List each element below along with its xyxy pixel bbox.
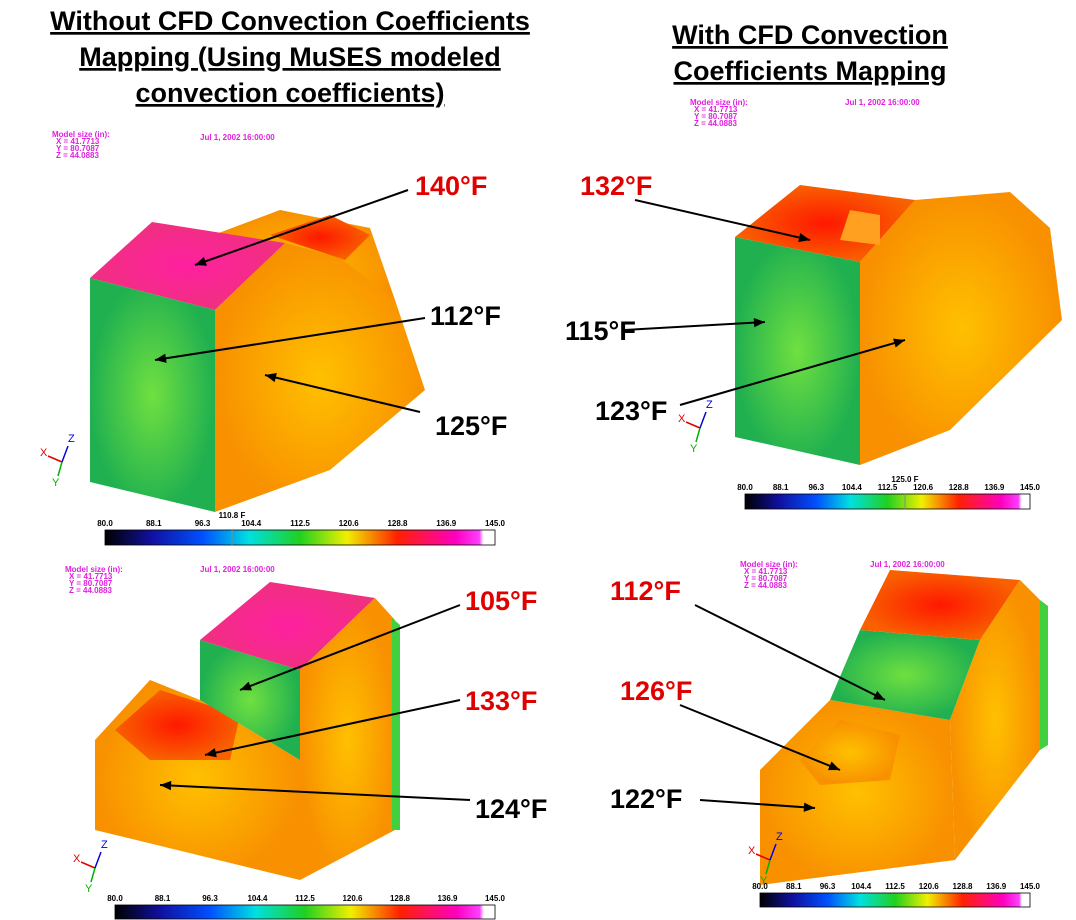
date-stamp: Jul 1, 2002 16:00:00	[200, 133, 275, 142]
date-stamp: Jul 1, 2002 16:00:00	[845, 98, 920, 107]
colorbar-tick: 88.1	[155, 894, 171, 903]
triad-axis	[686, 422, 700, 428]
triad-axis	[81, 862, 95, 868]
colorbar-tick: 136.9	[984, 483, 1005, 492]
colorbar-tick: 128.8	[387, 519, 408, 528]
colorbar-tick: 128.8	[390, 894, 411, 903]
colorbar	[105, 530, 495, 545]
triad-axis	[696, 428, 700, 442]
triad-label: X	[748, 845, 756, 857]
colorbar	[745, 494, 1030, 509]
colorbar-tick: 145.0	[485, 519, 506, 528]
colorbar-tick: 88.1	[146, 519, 162, 528]
thermal-surface	[392, 618, 400, 830]
temperature-label: 123°F	[595, 396, 667, 426]
colorbar-tick: 112.5	[878, 483, 898, 492]
triad-label: Z	[101, 839, 108, 851]
thermal-surface	[1040, 600, 1048, 750]
thermal-surface	[735, 237, 860, 465]
model-size: Z = 44.0883	[69, 586, 112, 595]
date-stamp: Jul 1, 2002 16:00:00	[200, 565, 275, 574]
temperature-label: 105°F	[465, 586, 537, 616]
colorbar-tick: 136.9	[437, 894, 458, 903]
model-size: Z = 44.0883	[56, 151, 99, 160]
triad-axis	[700, 412, 706, 428]
colorbar-tick: 128.8	[949, 483, 970, 492]
colorbar-tick: 88.1	[773, 483, 789, 492]
colorbar-tick: 120.6	[913, 483, 934, 492]
heading-line: convection coefficients)	[135, 78, 444, 108]
colorbar-tick: 120.6	[339, 519, 360, 528]
triad-axis	[95, 852, 101, 868]
colorbar-tick: 145.0	[1020, 483, 1041, 492]
temperature-label: 133°F	[465, 686, 537, 716]
triad-label: X	[40, 447, 48, 459]
date-stamp: Jul 1, 2002 16:00:00	[870, 560, 945, 569]
heading-line: Without CFD Convection Coefficients	[50, 6, 530, 36]
triad-label: Z	[776, 831, 783, 843]
colorbar-tick: 96.3	[195, 519, 211, 528]
colorbar-tick: 80.0	[97, 519, 113, 528]
thermal-surface	[860, 192, 1062, 465]
headings: Without CFD Convection Coefficients Mapp…	[50, 6, 948, 108]
triad-axis	[48, 456, 62, 462]
triad-axis	[58, 462, 62, 476]
heading-line: Coefficients Mapping	[673, 56, 946, 86]
triad-label: Z	[68, 433, 75, 445]
colorbar-tick: 120.6	[342, 894, 363, 903]
colorbar-tick: 145.0	[485, 894, 506, 903]
colorbar-tick: 128.8	[952, 882, 973, 891]
colorbar	[760, 893, 1030, 907]
colorbar-tick: 120.6	[919, 882, 940, 891]
triad-label: Z	[706, 399, 713, 411]
colorbar-tick: 80.0	[737, 483, 753, 492]
temperature-label: 125°F	[435, 411, 507, 441]
temperature-label: 112°F	[430, 301, 501, 331]
thermal-surface	[90, 278, 215, 512]
temperature-label: 124°F	[475, 794, 547, 824]
triad-label: X	[678, 413, 686, 425]
triad-label: Y	[85, 883, 93, 895]
colorbar-tick: 80.0	[107, 894, 123, 903]
triad-axis	[91, 868, 95, 882]
triad-label: X	[73, 853, 81, 865]
colorbar-tick: 112.5	[885, 882, 905, 891]
temperature-label: 132°F	[580, 171, 652, 201]
colorbar-tick: 80.0	[752, 882, 768, 891]
colorbar-tick: 112.5	[290, 519, 310, 528]
colorbar-tick: 145.0	[1020, 882, 1041, 891]
colorbar-tick: 136.9	[436, 519, 457, 528]
colorbar-marker: 125.0 F	[891, 475, 918, 484]
temperature-label: 112°F	[610, 576, 681, 606]
triad-label: Y	[690, 443, 698, 455]
colorbar-marker: 110.8 F	[219, 511, 246, 520]
colorbar-tick: 104.4	[247, 894, 268, 903]
colorbar-tick: 104.4	[842, 483, 863, 492]
temperature-label: 140°F	[415, 171, 487, 201]
triad-label: Y	[52, 477, 60, 489]
colorbar-tick: 96.3	[820, 882, 836, 891]
colorbar-tick: 96.3	[808, 483, 824, 492]
model-size: Z = 44.0883	[694, 119, 737, 128]
temperature-label: 122°F	[610, 784, 682, 814]
thermal-surface	[215, 243, 425, 512]
colorbar-tick: 104.4	[851, 882, 872, 891]
model-size: Z = 44.0883	[744, 581, 787, 590]
colorbar-tick: 136.9	[986, 882, 1007, 891]
colorbar-tick: 96.3	[202, 894, 218, 903]
triad-axis	[62, 446, 68, 462]
heading-line: With CFD Convection	[672, 20, 948, 50]
temperature-label: 115°F	[565, 316, 636, 346]
colorbar-tick: 88.1	[786, 882, 802, 891]
temperature-label: 126°F	[620, 676, 692, 706]
colorbar	[115, 905, 495, 919]
heading-line: Mapping (Using MuSES modeled	[79, 42, 501, 72]
colorbar-tick: 112.5	[295, 894, 315, 903]
slide: Without CFD Convection Coefficients Mapp…	[0, 0, 1076, 920]
colorbar-tick: 104.4	[241, 519, 262, 528]
